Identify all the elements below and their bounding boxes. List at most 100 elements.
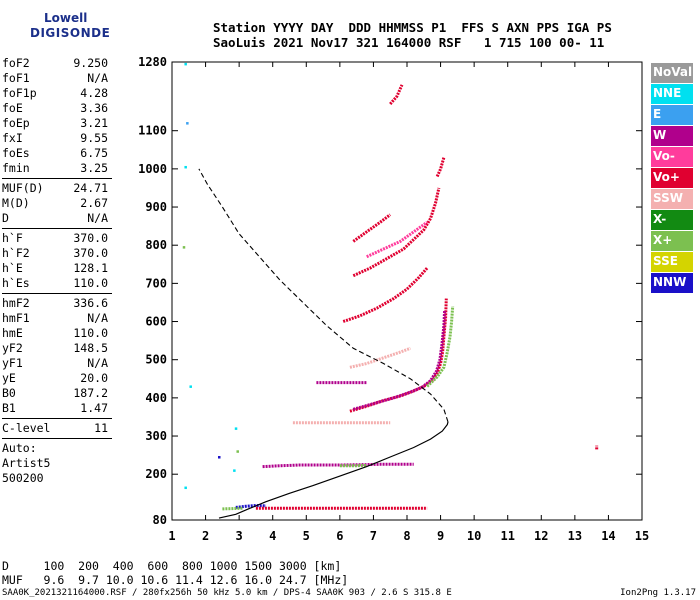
- legend-item-x: X-: [651, 210, 693, 230]
- param-value: 6.75: [80, 146, 108, 160]
- param-row: foEs 6.75: [2, 146, 166, 161]
- legend-item-vo: Vo+: [651, 168, 693, 188]
- param-row: foF2 9.250: [2, 56, 166, 71]
- param-value: 370.0: [73, 231, 108, 245]
- x-tick-label: 9: [437, 529, 444, 543]
- param-value: 24.71: [73, 181, 108, 195]
- param-name: yF2: [2, 341, 23, 355]
- x-tick-label: 13: [568, 529, 582, 543]
- param-name: M(D): [2, 196, 30, 210]
- param-value: 2.67: [80, 196, 108, 210]
- param-separator: [2, 418, 112, 419]
- param-name: foF1: [2, 71, 30, 85]
- echo-trace: [349, 298, 448, 413]
- echo-trace: [389, 84, 404, 105]
- param-value: 3.36: [80, 101, 108, 115]
- echo-dot: [184, 62, 187, 66]
- logo-line-digisonde: DIGISONDE: [30, 26, 111, 40]
- param-row: hmF1 N/A: [2, 311, 166, 326]
- x-tick-label: 3: [236, 529, 243, 543]
- param-value: 148.5: [73, 341, 108, 355]
- param-name: h`Es: [2, 276, 30, 290]
- x-tick-label: 2: [202, 529, 209, 543]
- y-tick-label: 700: [145, 276, 167, 290]
- legend-item-x: X+: [651, 231, 693, 251]
- echo-trace: [352, 187, 441, 278]
- param-value: 336.6: [73, 296, 108, 310]
- legend-item-e: E: [651, 105, 693, 125]
- muf-row: MUF 9.6 9.7 10.0 10.6 11.4 12.6 16.0 24.…: [2, 573, 349, 587]
- y-tick-label: 400: [145, 391, 167, 405]
- echo-trace: [426, 306, 455, 388]
- x-tick-label: 12: [534, 529, 548, 543]
- parameter-panel: foF2 9.250 foF1 N/A foF1p 4.28 foE 3.36 foEp 3.21…: [2, 56, 166, 486]
- param-separator: [2, 293, 112, 294]
- param-name: h`F2: [2, 246, 30, 260]
- param-name: fxI: [2, 131, 23, 145]
- legend-item-ssw: SSW: [651, 189, 693, 209]
- echo-dot: [236, 450, 239, 453]
- param-value: 4.28: [80, 86, 108, 100]
- x-tick-label: 6: [336, 529, 343, 543]
- param-row: yF1 N/A: [2, 356, 166, 371]
- param-value: N/A: [87, 356, 108, 370]
- x-tick-label: 14: [601, 529, 615, 543]
- param-value: N/A: [87, 311, 108, 325]
- electron-density-profile: [218, 421, 449, 519]
- param-row: foF1p 4.28: [2, 86, 166, 101]
- param-value: 3.25: [80, 161, 108, 175]
- echo-dot: [184, 165, 187, 169]
- y-tick-label: 200: [145, 467, 167, 481]
- param-row: yE 20.0: [2, 371, 166, 386]
- version-label: Ion2Png 1.3.17: [620, 588, 696, 598]
- param-name: foE: [2, 101, 23, 115]
- echo-trace: [342, 267, 429, 323]
- param-name: foF2: [2, 56, 30, 70]
- echo-dot: [184, 486, 187, 490]
- y-tick-label: 600: [145, 315, 167, 329]
- y-tick-label: 300: [145, 429, 167, 443]
- param-row: yF2 148.5: [2, 341, 166, 356]
- param-row: fxI 9.55: [2, 131, 166, 146]
- param-separator: [2, 178, 112, 179]
- param-row: foF1 N/A: [2, 71, 166, 86]
- legend-item-sse: SSE: [651, 252, 693, 272]
- param-value: 370.0: [73, 246, 108, 260]
- param-value: 128.1: [73, 261, 108, 275]
- param-value: 1.47: [80, 401, 108, 415]
- param-separator: [2, 228, 112, 229]
- muf-table: D 100 200 400 600 800 1000 1500 3000 [km…: [2, 559, 348, 587]
- echo-dot: [218, 456, 221, 459]
- y-tick-label: 1100: [138, 124, 167, 138]
- y-tick-label: 800: [145, 238, 167, 252]
- param-name: B0: [2, 386, 16, 400]
- legend-item-noval: NoVal: [651, 63, 693, 83]
- param-value: 110.0: [73, 326, 108, 340]
- echo-trace: [352, 310, 447, 411]
- param-row: hmE 110.0: [2, 326, 166, 341]
- param-value: 110.0: [73, 276, 108, 290]
- echo-dot: [189, 385, 192, 388]
- echo-trace: [222, 506, 243, 511]
- echo-trace: [262, 462, 414, 469]
- param-value: 9.55: [80, 131, 108, 145]
- echo-trace: [435, 156, 446, 178]
- param-name: MUF(D): [2, 181, 44, 195]
- param-name: B1: [2, 401, 16, 415]
- param-row: fmin 3.25: [2, 161, 166, 176]
- param-row: B1 1.47: [2, 401, 166, 416]
- y-tick-label: 1280: [138, 55, 167, 69]
- param-row: foEp 3.21: [2, 116, 166, 131]
- param-row: h`Es 110.0: [2, 276, 166, 291]
- param-name: foF1p: [2, 86, 37, 100]
- param-row: h`F 370.0: [2, 231, 166, 246]
- plot-frame: [171, 61, 643, 521]
- polarization-legend: NoVal NNE E W Vo- Vo+ SSW X- X+ SSE NNW: [651, 63, 693, 294]
- param-row: foE 3.36: [2, 101, 166, 116]
- param-row: h`E 128.1: [2, 261, 166, 276]
- param-row: M(D) 2.67: [2, 196, 166, 211]
- y-tick-label: 1000: [138, 162, 167, 176]
- header-values-row: SaoLuis 2021 Nov17 321 164000 RSF 1 715 …: [213, 35, 605, 50]
- param-row: h`F2 370.0: [2, 246, 166, 261]
